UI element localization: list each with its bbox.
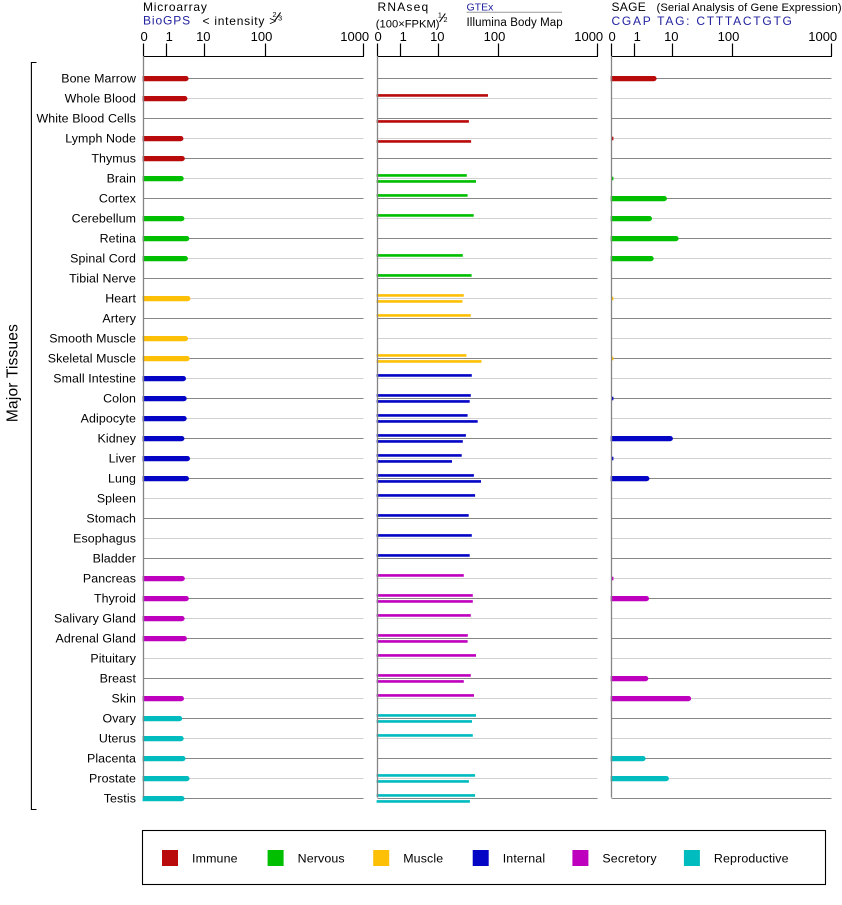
svg-text:CGAP TAG: CTTTACTGTG: CGAP TAG: CTTTACTGTG	[612, 14, 794, 28]
svg-text:Spleen: Spleen	[97, 491, 136, 505]
svg-text:1: 1	[438, 11, 442, 20]
svg-text:1: 1	[634, 29, 641, 44]
svg-text:Adrenal Gland: Adrenal Gland	[55, 631, 136, 645]
svg-text:1000: 1000	[574, 29, 603, 44]
svg-text:100: 100	[484, 29, 506, 44]
svg-text:Placenta: Placenta	[87, 751, 136, 765]
svg-text:Whole Blood: Whole Blood	[65, 91, 136, 105]
svg-text:Prostate: Prostate	[89, 771, 136, 785]
svg-text:Uterus: Uterus	[99, 731, 136, 745]
svg-text:1: 1	[166, 29, 173, 44]
svg-text:Salivary Gland: Salivary Gland	[54, 611, 136, 625]
svg-text:Microarray: Microarray	[143, 0, 208, 14]
svg-text:Thyroid: Thyroid	[94, 591, 136, 605]
svg-text:Lung: Lung	[108, 471, 136, 485]
svg-text:Stomach: Stomach	[86, 511, 136, 525]
svg-text:Esophagus: Esophagus	[73, 531, 136, 545]
svg-text:100: 100	[251, 29, 273, 44]
svg-text:Skin: Skin	[111, 691, 136, 705]
svg-text:BioGPS: BioGPS	[143, 14, 191, 28]
svg-text:Major Tissues: Major Tissues	[5, 324, 22, 422]
svg-text:Illumina Body Map: Illumina Body Map	[467, 17, 563, 29]
svg-text:Artery: Artery	[102, 311, 136, 325]
svg-text:(Serial Analysis of Gene Expre: (Serial Analysis of Gene Expression)	[657, 2, 842, 14]
svg-text:Cortex: Cortex	[99, 191, 137, 205]
svg-text:Retina: Retina	[100, 231, 136, 245]
svg-text:Ovary: Ovary	[102, 711, 136, 725]
svg-text:2: 2	[444, 15, 448, 24]
svg-text:Bone Marrow: Bone Marrow	[61, 71, 136, 85]
svg-text:Spinal Cord: Spinal Cord	[70, 251, 136, 265]
svg-text:Bladder: Bladder	[93, 551, 136, 565]
svg-text:GTEx: GTEx	[467, 2, 495, 14]
svg-text:Smooth Muscle: Smooth Muscle	[49, 331, 136, 345]
svg-text:Kidney: Kidney	[98, 431, 137, 445]
svg-text:(100×FPKM): (100×FPKM)	[376, 18, 440, 30]
svg-text:Testis: Testis	[104, 791, 136, 805]
svg-text:0: 0	[140, 29, 147, 44]
svg-text:3: 3	[278, 14, 282, 23]
svg-text:Muscle: Muscle	[403, 851, 443, 865]
svg-text:Internal: Internal	[503, 851, 546, 865]
svg-text:0: 0	[374, 29, 381, 44]
svg-text:Breast: Breast	[100, 671, 137, 685]
svg-text:< intensity >: < intensity >	[203, 14, 277, 28]
svg-text:Small Intestine: Small Intestine	[53, 371, 136, 385]
svg-text:10: 10	[196, 29, 210, 44]
svg-text:0: 0	[608, 29, 615, 44]
svg-text:Skeletal Muscle: Skeletal Muscle	[48, 351, 136, 365]
svg-text:10: 10	[664, 29, 678, 44]
svg-text:SAGE: SAGE	[612, 0, 647, 14]
svg-text:RNAseq: RNAseq	[378, 0, 430, 14]
svg-text:Immune: Immune	[192, 851, 238, 865]
svg-text:Brain: Brain	[107, 171, 136, 185]
svg-text:Cerebellum: Cerebellum	[72, 211, 136, 225]
svg-text:10: 10	[430, 29, 444, 44]
svg-text:100: 100	[718, 29, 740, 44]
svg-text:Pancreas: Pancreas	[83, 571, 136, 585]
svg-text:Heart: Heart	[105, 291, 136, 305]
svg-text:Nervous: Nervous	[298, 851, 345, 865]
svg-text:Adipocyte: Adipocyte	[81, 411, 136, 425]
svg-text:Reproductive: Reproductive	[714, 851, 789, 865]
svg-text:Secretory: Secretory	[602, 851, 657, 865]
svg-text:1: 1	[400, 29, 407, 44]
svg-text:2: 2	[273, 10, 277, 19]
svg-text:Pituitary: Pituitary	[90, 651, 136, 665]
svg-text:White Blood Cells: White Blood Cells	[37, 111, 137, 125]
svg-text:Thymus: Thymus	[91, 151, 136, 165]
svg-text:1000: 1000	[340, 29, 369, 44]
svg-text:Lymph Node: Lymph Node	[65, 131, 136, 145]
svg-text:Liver: Liver	[109, 451, 136, 465]
svg-text:Colon: Colon	[103, 391, 136, 405]
svg-text:1000: 1000	[808, 29, 837, 44]
svg-text:Tibial Nerve: Tibial Nerve	[69, 271, 136, 285]
